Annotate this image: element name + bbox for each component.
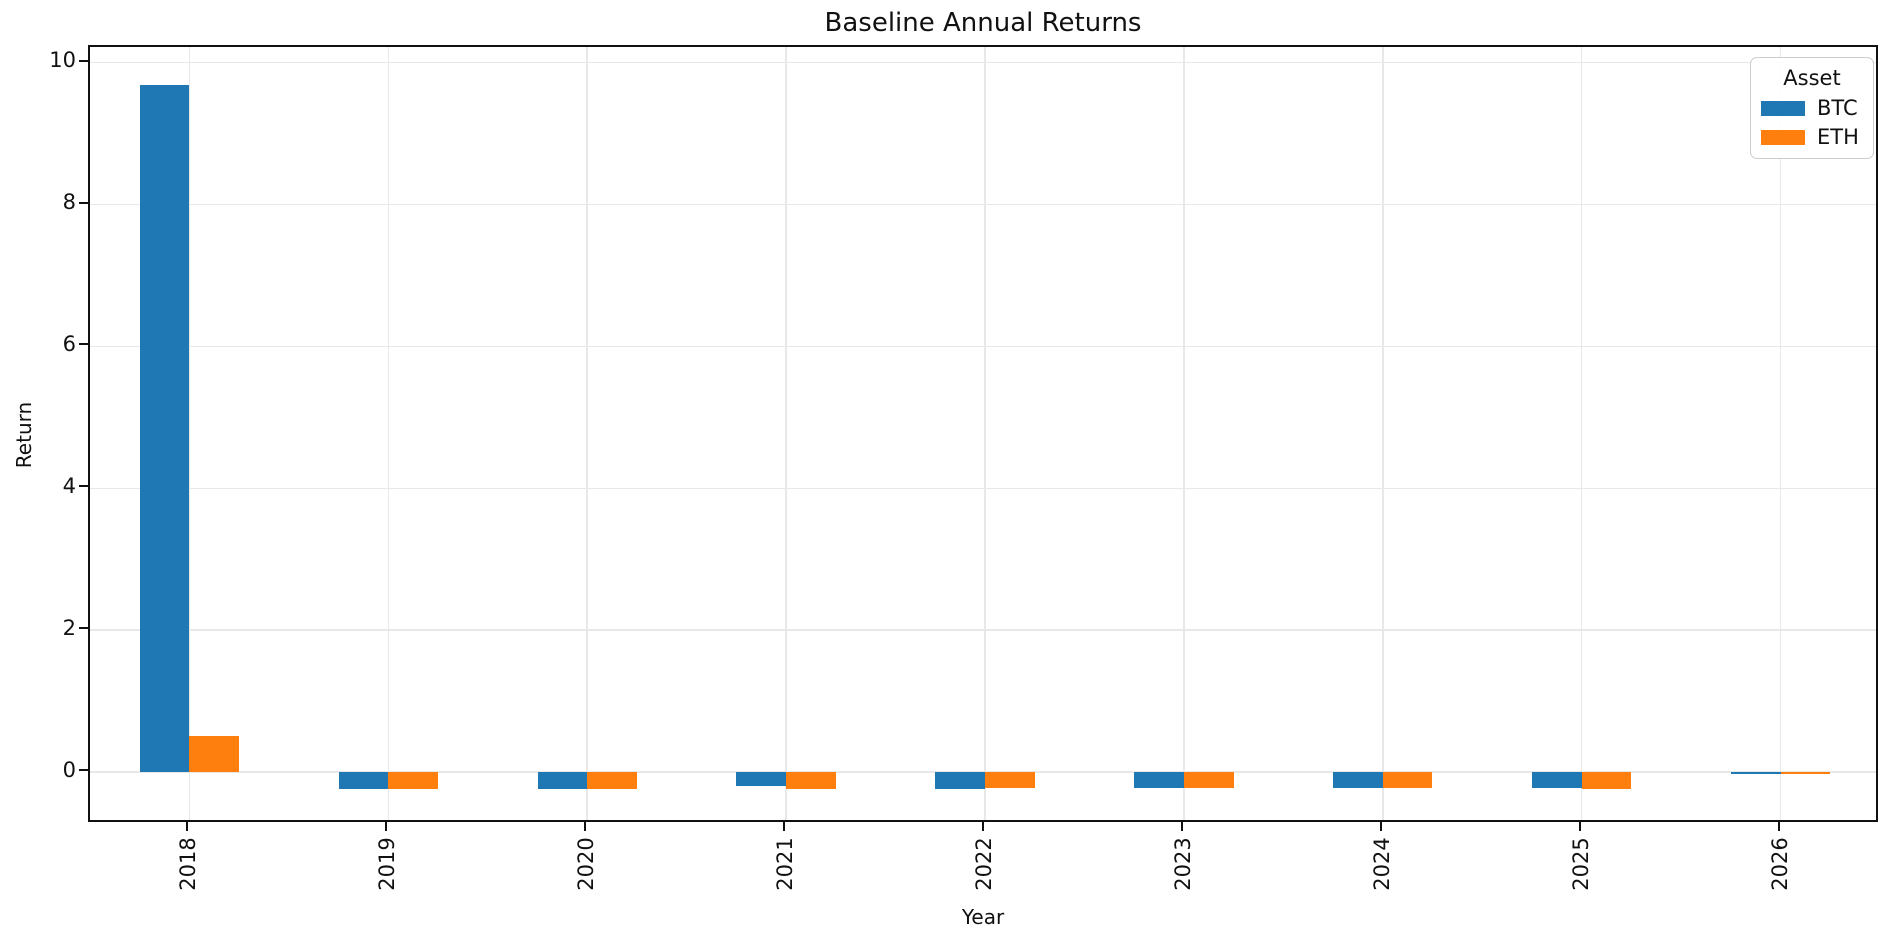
gridline-y-10 bbox=[90, 61, 1876, 64]
gridline-x-2025 bbox=[1580, 47, 1583, 820]
legend-item-btc: BTC bbox=[1761, 96, 1863, 120]
gridline-x-2024 bbox=[1381, 47, 1384, 820]
bar-eth-2025 bbox=[1581, 772, 1632, 789]
x-tick-2018 bbox=[186, 822, 189, 831]
y-axis-label: Return bbox=[12, 401, 36, 469]
x-tick-label-2025: 2025 bbox=[1568, 837, 1593, 891]
x-tick-label-2026: 2026 bbox=[1767, 837, 1792, 891]
bar-btc-2021 bbox=[736, 772, 787, 786]
legend-item-eth: ETH bbox=[1761, 125, 1863, 149]
x-axis-label: Year bbox=[961, 905, 1005, 929]
bar-btc-2024 bbox=[1333, 772, 1383, 788]
x-tick-2023 bbox=[1180, 822, 1183, 831]
y-tick-label-0: 0 bbox=[62, 757, 76, 782]
y-tick-4 bbox=[79, 485, 88, 488]
gridline-y-4 bbox=[90, 487, 1876, 490]
bar-eth-2022 bbox=[985, 772, 1035, 788]
legend-label-eth: ETH bbox=[1817, 125, 1859, 149]
x-tick-label-2022: 2022 bbox=[972, 837, 996, 891]
y-tick-label-10: 10 bbox=[49, 48, 76, 73]
x-tick-2024 bbox=[1379, 822, 1382, 831]
x-tick-2020 bbox=[584, 822, 587, 831]
gridline-x-2023 bbox=[1183, 47, 1185, 820]
bar-eth-2020 bbox=[587, 772, 637, 789]
x-tick-2021 bbox=[783, 822, 786, 831]
chart-title: Baseline Annual Returns bbox=[824, 8, 1142, 38]
x-tick-label-2023: 2023 bbox=[1170, 837, 1195, 891]
bar-btc-2026 bbox=[1730, 772, 1781, 774]
gridline-x-2020 bbox=[586, 47, 589, 820]
bar-eth-2023 bbox=[1183, 772, 1234, 788]
bar-eth-2018 bbox=[189, 736, 240, 773]
legend-swatch-eth-icon bbox=[1761, 129, 1805, 145]
bar-eth-2019 bbox=[388, 772, 439, 789]
bar-btc-2023 bbox=[1134, 772, 1184, 788]
legend-label-btc: BTC bbox=[1817, 96, 1858, 120]
legend-swatch-btc-icon bbox=[1761, 100, 1805, 116]
gridline-y-2 bbox=[90, 629, 1876, 632]
y-tick-label-8: 8 bbox=[62, 190, 76, 215]
x-tick-label-2020: 2020 bbox=[574, 837, 599, 891]
gridline-x-2026 bbox=[1779, 47, 1782, 820]
y-tick-6 bbox=[79, 343, 88, 346]
x-tick-2026 bbox=[1777, 822, 1780, 831]
bar-btc-2022 bbox=[935, 772, 985, 789]
y-tick-2 bbox=[79, 627, 88, 630]
y-tick-label-2: 2 bbox=[62, 615, 76, 640]
x-tick-label-2018: 2018 bbox=[176, 837, 201, 891]
bar-eth-2026 bbox=[1780, 772, 1831, 774]
y-tick-label-6: 6 bbox=[62, 331, 76, 356]
x-tick-2025 bbox=[1578, 822, 1581, 831]
y-tick-0 bbox=[79, 769, 88, 772]
x-tick-label-2024: 2024 bbox=[1369, 837, 1394, 891]
bar-btc-2025 bbox=[1531, 772, 1582, 788]
y-tick-label-4: 4 bbox=[62, 473, 76, 498]
x-tick-2022 bbox=[982, 822, 984, 831]
gridline-x-2021 bbox=[785, 47, 787, 820]
bar-btc-2018 bbox=[139, 84, 190, 773]
bar-btc-2020 bbox=[537, 772, 588, 789]
legend-title: Asset bbox=[1783, 66, 1841, 90]
bar-btc-2019 bbox=[338, 772, 389, 789]
plot-area bbox=[88, 45, 1878, 822]
gridline-y-8 bbox=[90, 203, 1876, 206]
x-tick-label-2021: 2021 bbox=[773, 837, 798, 891]
y-tick-10 bbox=[79, 59, 88, 62]
bar-eth-2021 bbox=[786, 772, 836, 789]
x-tick-label-2019: 2019 bbox=[375, 837, 400, 891]
bar-eth-2024 bbox=[1382, 772, 1433, 788]
gridline-x-2022 bbox=[984, 47, 986, 820]
y-tick-8 bbox=[79, 201, 88, 204]
gridline-x-2019 bbox=[387, 47, 390, 820]
gridline-y-6 bbox=[90, 345, 1876, 348]
x-tick-2019 bbox=[385, 822, 388, 831]
legend: Asset BTC ETH bbox=[1750, 57, 1874, 159]
gridline-x-2018 bbox=[188, 47, 191, 820]
